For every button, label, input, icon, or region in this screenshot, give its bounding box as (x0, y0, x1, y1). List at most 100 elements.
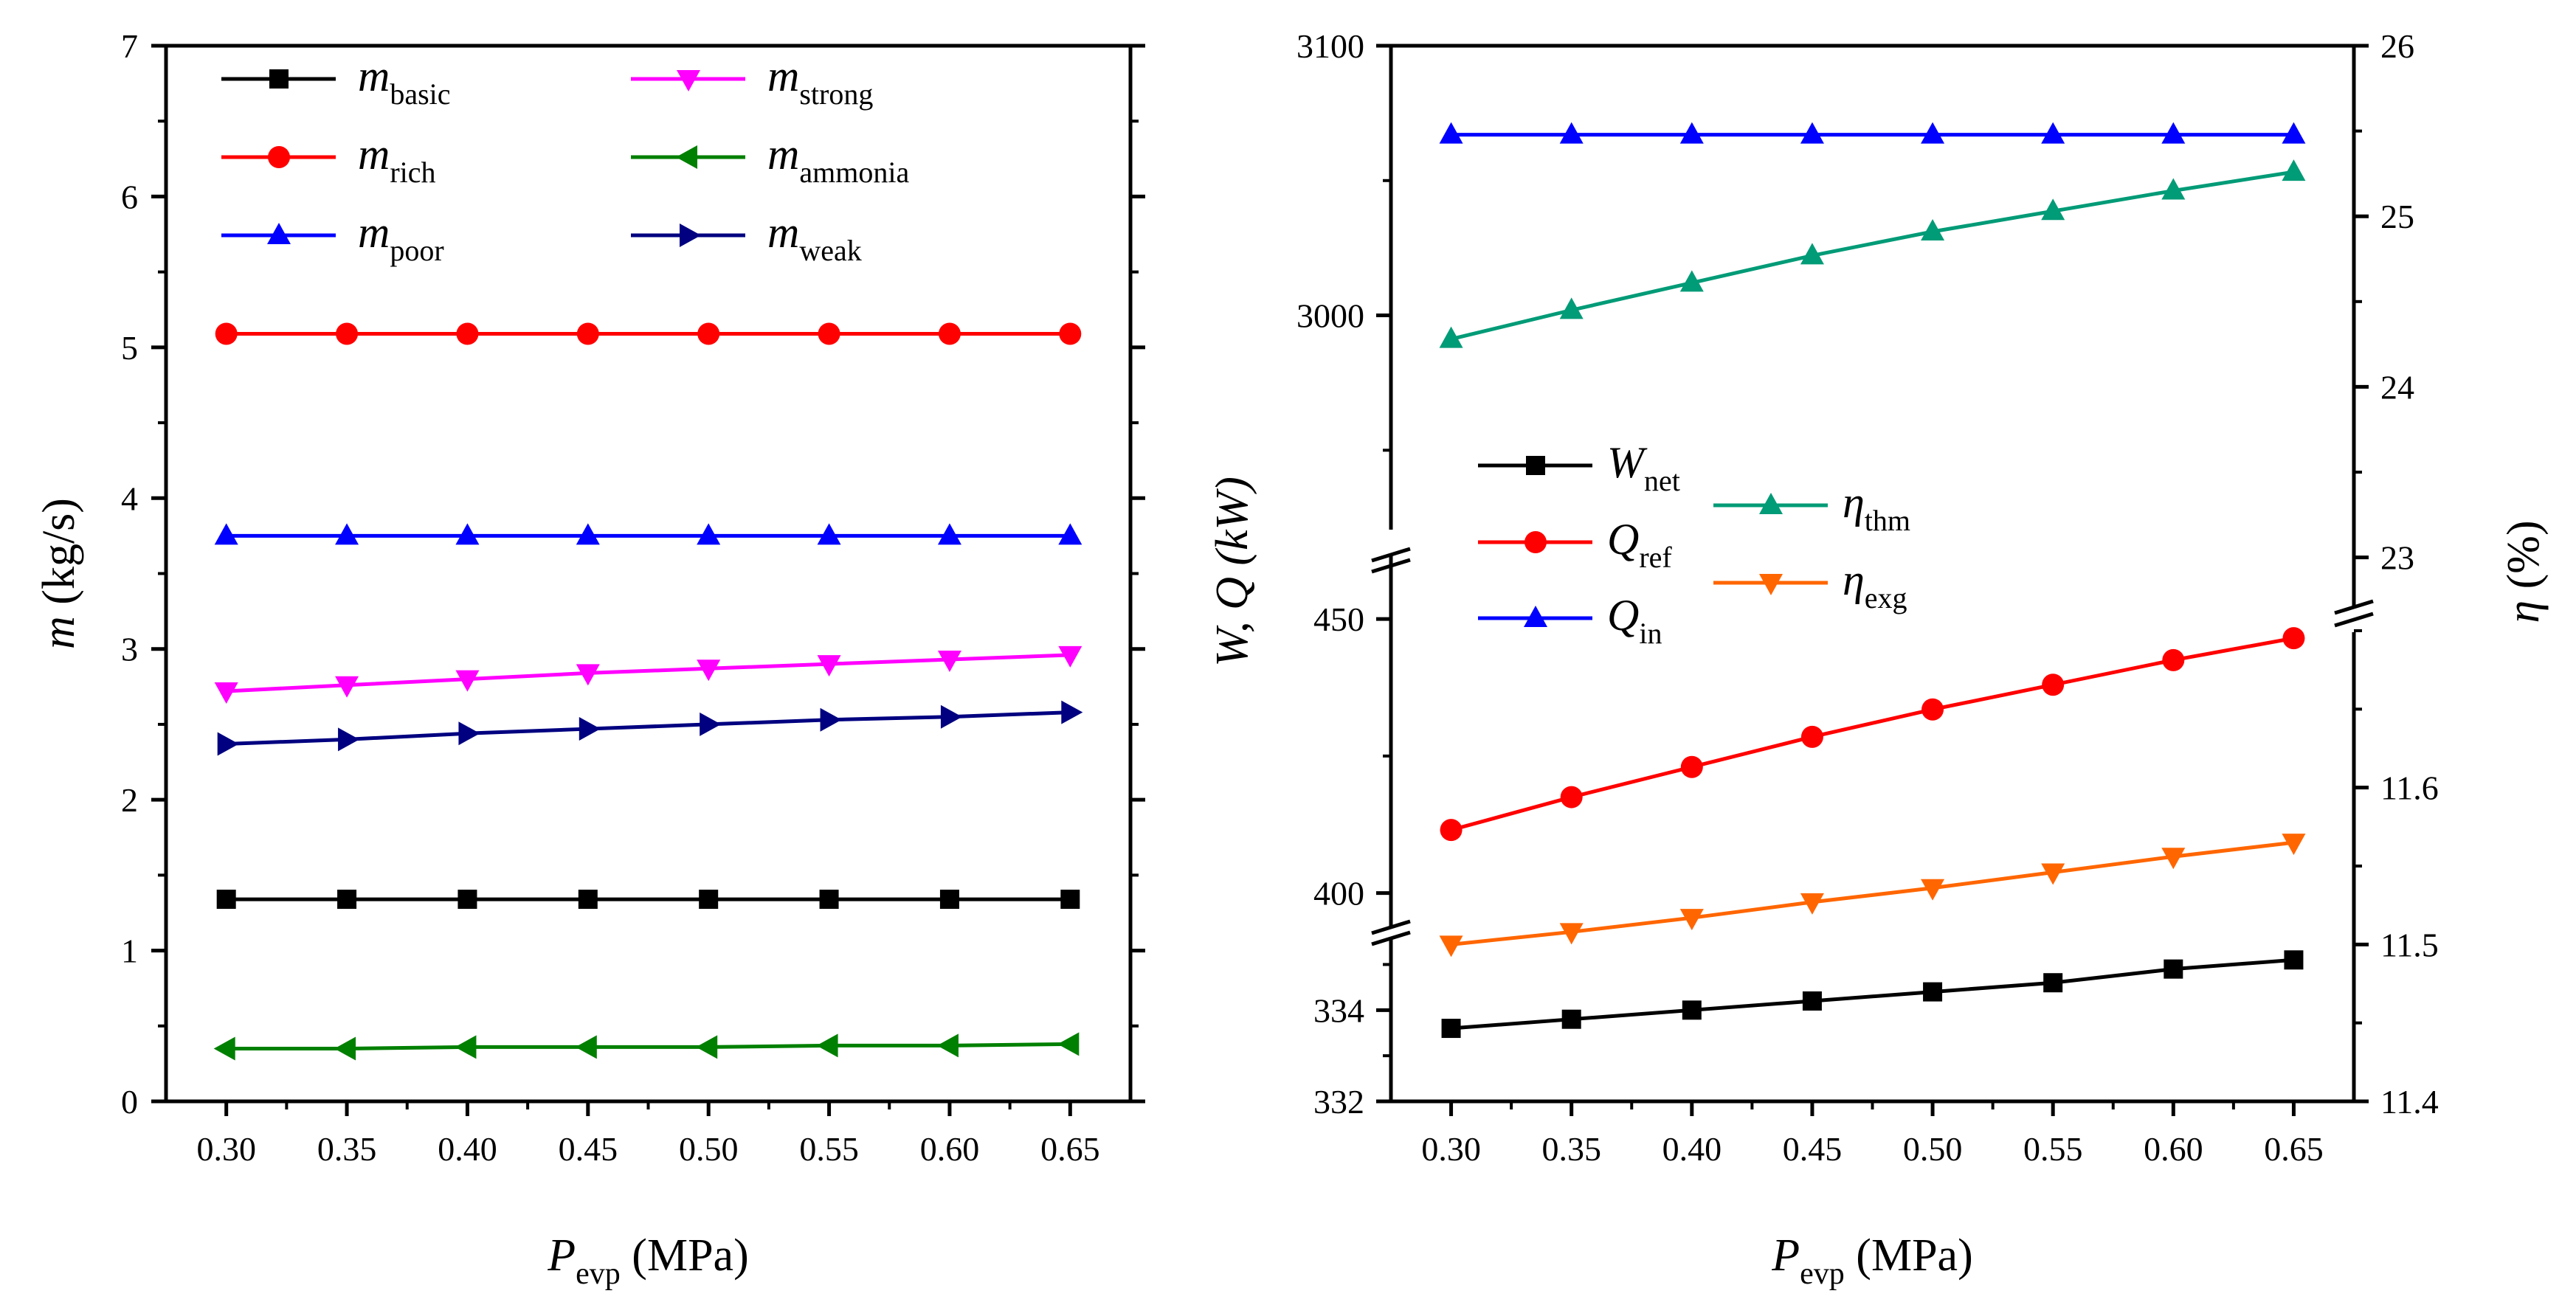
axis-break-mark (1371, 930, 1411, 946)
data-point-W_net (2164, 959, 2183, 979)
y-right-tick-label: 11.5 (2380, 926, 2439, 963)
x-tick-label: 0.65 (1040, 1130, 1100, 1168)
data-point-m_weak (338, 727, 360, 752)
legend-label-Q_ref-part: Q (1607, 515, 1639, 564)
data-point-m_basic (578, 890, 598, 910)
y-right-tick-label: 23 (2380, 539, 2414, 577)
data-point-Q_ref (1680, 755, 1703, 778)
x-tick-label: 0.35 (317, 1130, 377, 1168)
legend-label-W_net-part: W (1607, 438, 1648, 487)
y-tick-label: 6 (121, 178, 138, 215)
data-point-m_ammonia (455, 1035, 477, 1059)
legend-label-eta_exg: ηexg (1843, 555, 1907, 614)
data-point-m_rich (576, 322, 599, 345)
data-point-Q_ref (1800, 725, 1823, 748)
data-point-m_weak (1061, 700, 1083, 724)
data-point-W_net (1923, 982, 1943, 1002)
y-left-tick-label: 3000 (1296, 297, 1364, 335)
legend-label-m_strong-part: m (767, 52, 799, 100)
series-line-m_strong (226, 653, 1071, 693)
data-point-m_ammonia (334, 1036, 356, 1061)
series-line-m_ammonia (226, 1042, 1071, 1050)
data-point-eta_thm (1679, 270, 1704, 292)
y-left-tick-label: 3100 (1296, 27, 1364, 65)
legend-marker-m_weak (680, 224, 701, 247)
data-point-m_weak (458, 721, 480, 746)
legend-label-m_basic-part: basic (390, 77, 450, 111)
data-point-m_poor (335, 523, 359, 545)
x-tick-label: 0.40 (1662, 1130, 1722, 1168)
data-point-Q_in (1800, 122, 1824, 144)
x-axis-label-part: P (1771, 1230, 1800, 1281)
data-point-eta_thm (1921, 219, 1945, 241)
x-tick-label: 0.30 (196, 1130, 256, 1168)
axis-break-mark (1371, 919, 1411, 935)
data-point-W_net (2284, 950, 2304, 970)
legend-label-m_weak-part: m (767, 208, 799, 257)
y-tick-label: 3 (121, 631, 138, 668)
x-axis-label-part: P (547, 1230, 576, 1281)
y-tick-label: 0 (121, 1083, 138, 1121)
data-point-eta_exg (1800, 893, 1824, 915)
series-line-m_weak (226, 710, 1071, 747)
data-point-Q_ref (2282, 627, 2305, 650)
axis-break-mark (1371, 558, 1411, 574)
legend-label-m_rich-part: rich (390, 156, 435, 189)
x-axis-label: Pevp (MPa) (1771, 1230, 1972, 1291)
x-tick-label: 0.50 (1903, 1130, 1963, 1168)
data-point-eta_thm (2161, 178, 2186, 200)
data-point-Q_ref (2042, 673, 2065, 696)
y-axis-label-part: (kg/s) (34, 498, 84, 616)
data-point-eta_exg (1921, 879, 1945, 901)
legend-label-Q_in-part: in (1639, 617, 1662, 650)
axis-break-mark (1371, 547, 1411, 563)
data-point-Q_in (2041, 122, 2065, 144)
data-point-m_rich (1059, 322, 1082, 345)
x-tick-label: 0.60 (2144, 1130, 2203, 1168)
legend-label-W_net-part: net (1644, 464, 1680, 497)
data-point-Q_ref (1560, 786, 1583, 808)
data-point-eta_thm (2041, 198, 2065, 221)
y-right-axis-label-part: η (2499, 600, 2549, 623)
data-point-m_strong (937, 651, 961, 673)
data-point-m_poor (817, 523, 841, 545)
x-tick-label: 0.50 (679, 1130, 739, 1168)
y-tick-label: 2 (121, 781, 138, 819)
data-point-m_basic (1060, 890, 1080, 910)
legend-marker-m_ammonia (676, 145, 697, 169)
data-point-m_poor (1058, 523, 1082, 545)
data-point-m_rich (697, 322, 720, 345)
data-point-m_weak (940, 704, 962, 729)
data-point-eta_thm (1439, 326, 1463, 348)
legend-marker-m_poor (267, 223, 291, 244)
data-point-m_poor (214, 523, 238, 545)
data-point-m_poor (455, 523, 480, 545)
data-point-eta_exg (1559, 923, 1584, 945)
legend-marker-m_rich (268, 146, 290, 168)
data-point-Q_ref (1921, 698, 1944, 721)
data-point-m_rich (336, 322, 359, 345)
data-point-m_ammonia (575, 1035, 597, 1059)
data-point-eta_thm (1800, 243, 1824, 265)
legend-label-eta_thm: ηthm (1843, 478, 1910, 537)
legend-marker-m_strong (677, 70, 700, 91)
data-point-m_ammonia (696, 1035, 718, 1059)
data-point-m_rich (938, 322, 961, 345)
y-right-tick-label: 26 (2380, 27, 2414, 65)
axis-break-mark (2334, 599, 2374, 615)
legend-label-m_ammonia-part: ammonia (799, 156, 909, 189)
legend-marker-eta_exg (1759, 574, 1783, 595)
data-point-m_weak (820, 707, 842, 732)
data-point-m_ammonia (936, 1033, 959, 1058)
y-left-axis-label: W, Q (kW) (1207, 477, 1257, 667)
data-point-m_basic (939, 890, 959, 910)
legend-label-m_ammonia: mammonia (767, 130, 909, 189)
x-tick-label: 0.40 (438, 1130, 497, 1168)
data-point-eta_exg (2282, 834, 2306, 856)
data-point-W_net (2043, 973, 2063, 993)
data-point-m_weak (700, 712, 722, 736)
legend-label-Q_ref-part: ref (1639, 541, 1672, 574)
data-point-Q_in (2282, 122, 2306, 144)
data-point-Q_ref (1440, 819, 1463, 842)
